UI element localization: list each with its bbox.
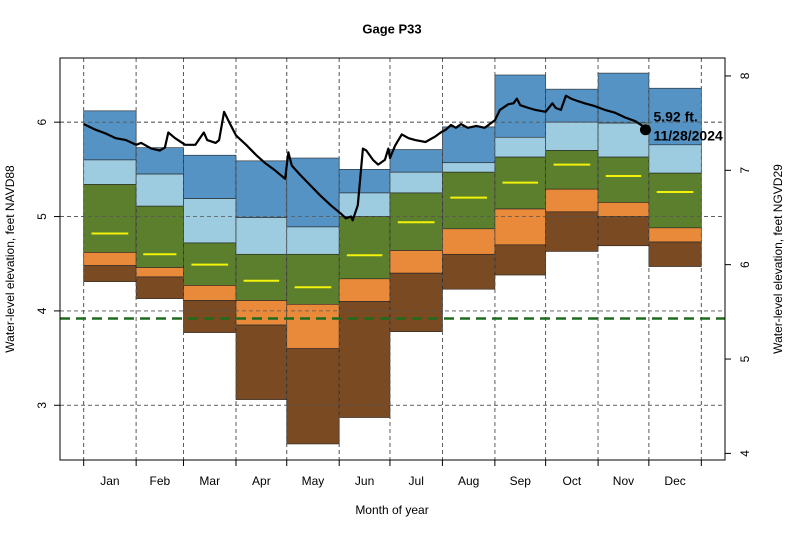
band bbox=[494, 208, 546, 246]
band bbox=[286, 226, 340, 255]
band bbox=[442, 253, 496, 290]
band bbox=[442, 126, 496, 164]
band bbox=[83, 252, 137, 266]
current-value-label: 5.92 ft. bbox=[653, 108, 697, 124]
band bbox=[648, 172, 702, 229]
band bbox=[494, 136, 546, 158]
band bbox=[338, 192, 391, 217]
band bbox=[545, 150, 599, 190]
band bbox=[235, 217, 288, 255]
y-axis-label: Water-level elevation, feet NAVD88 bbox=[3, 165, 17, 353]
band bbox=[597, 202, 650, 217]
band bbox=[494, 244, 546, 276]
band bbox=[183, 300, 237, 333]
band bbox=[286, 348, 340, 445]
band bbox=[389, 171, 443, 194]
band bbox=[648, 227, 702, 243]
band bbox=[338, 169, 391, 194]
band bbox=[597, 156, 650, 203]
x-tick-label: Mar bbox=[199, 474, 220, 488]
band bbox=[338, 301, 391, 418]
current-date-label: 11/28/2024 bbox=[653, 127, 723, 143]
x-tick-label: Sep bbox=[510, 474, 532, 488]
x-tick-label: Dec bbox=[664, 474, 685, 488]
x-tick-label: Feb bbox=[149, 474, 170, 488]
band bbox=[442, 171, 496, 230]
band bbox=[338, 278, 391, 302]
band bbox=[338, 216, 391, 280]
y2-axis-label: Water-level elevation, feet NGVD29 bbox=[771, 164, 785, 354]
band bbox=[597, 216, 650, 247]
plot-frame bbox=[59, 57, 726, 461]
y-tick-label: 3 bbox=[35, 402, 49, 409]
band bbox=[235, 160, 288, 218]
y2-tick-label: 8 bbox=[738, 72, 752, 79]
x-tick-label: Oct bbox=[563, 474, 582, 488]
band bbox=[235, 300, 288, 326]
band bbox=[389, 149, 443, 173]
x-tick-label: Jul bbox=[409, 474, 424, 488]
y2-tick-label: 4 bbox=[738, 450, 752, 457]
y-tick-label: 4 bbox=[35, 307, 49, 314]
band bbox=[648, 87, 702, 146]
chart-title: Gage P33 bbox=[362, 21, 421, 36]
y2-tick-label: 5 bbox=[738, 355, 752, 362]
current-point bbox=[639, 124, 651, 136]
x-axis-label: Month of year bbox=[355, 503, 428, 517]
band bbox=[83, 184, 137, 253]
band bbox=[135, 205, 184, 268]
band bbox=[389, 250, 443, 274]
y-tick-label: 5 bbox=[35, 213, 49, 220]
band bbox=[286, 253, 340, 305]
x-tick-label: Aug bbox=[458, 474, 479, 488]
x-tick-label: Apr bbox=[252, 474, 271, 488]
water-level-line bbox=[83, 94, 647, 222]
band bbox=[545, 211, 599, 252]
band bbox=[545, 188, 599, 213]
band bbox=[442, 228, 496, 255]
band bbox=[135, 276, 184, 299]
band bbox=[648, 241, 702, 267]
band bbox=[389, 272, 443, 332]
band bbox=[442, 162, 496, 173]
band bbox=[235, 253, 288, 301]
band bbox=[83, 159, 137, 185]
x-tick-label: Jun bbox=[355, 474, 374, 488]
band bbox=[597, 72, 650, 124]
band bbox=[183, 285, 237, 301]
x-tick-label: Nov bbox=[613, 474, 634, 488]
x-tick-label: May bbox=[302, 474, 325, 488]
band bbox=[235, 324, 288, 400]
y2-tick-label: 6 bbox=[738, 261, 752, 268]
band bbox=[183, 154, 237, 199]
band bbox=[545, 121, 599, 151]
band bbox=[83, 265, 137, 282]
band bbox=[183, 198, 237, 244]
band bbox=[135, 267, 184, 278]
band bbox=[135, 147, 184, 175]
band bbox=[648, 144, 702, 174]
band bbox=[135, 173, 184, 207]
y2-tick-label: 7 bbox=[738, 167, 752, 174]
x-tick-label: Jan bbox=[100, 474, 119, 488]
y-tick-label: 6 bbox=[35, 119, 49, 126]
